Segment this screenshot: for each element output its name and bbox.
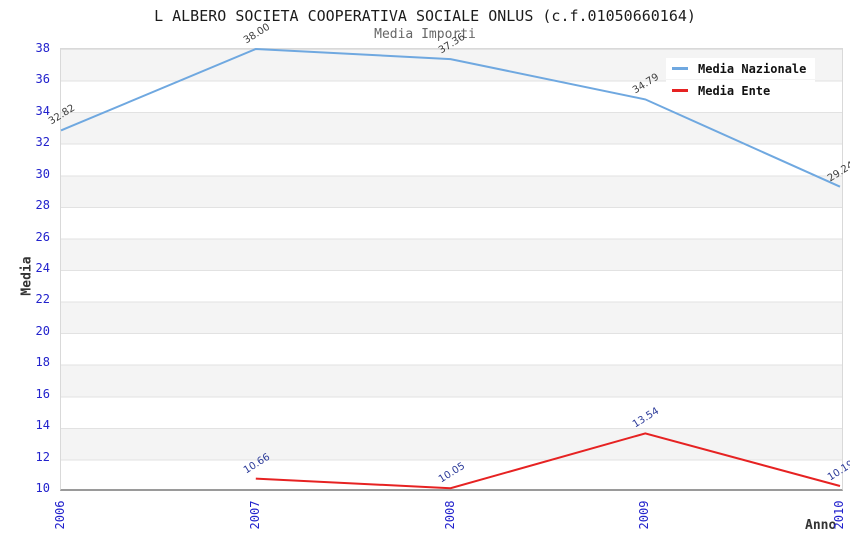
x-tick-label: 2008 xyxy=(442,500,457,530)
y-tick-label: 10 xyxy=(35,481,50,495)
legend-label: Media Nazionale xyxy=(698,61,807,76)
y-tick-label: 22 xyxy=(35,292,50,307)
legend-item-media-ente: Media Ente xyxy=(666,80,816,101)
legend-item-media-nazionale: Media Nazionale xyxy=(666,58,816,79)
legend-label: Media Ente xyxy=(698,83,771,98)
y-tick-label: 24 xyxy=(35,261,50,275)
y-tick-label: 14 xyxy=(35,418,50,433)
y-tick-label: 18 xyxy=(35,355,50,370)
legend: Media Nazionale Media Ente xyxy=(666,58,816,102)
y-tick-label: 38 xyxy=(35,41,50,55)
x-tick-label: 2009 xyxy=(637,500,652,530)
data-point-label: 38.00 xyxy=(241,21,272,47)
series-line-media-nazionale xyxy=(60,47,841,188)
series-line-media-ente xyxy=(255,432,841,490)
y-tick-label: 20 xyxy=(35,323,50,338)
x-tick-label: 2010 xyxy=(832,500,846,530)
legend-line-swatch-red xyxy=(672,89,688,92)
x-tick-label: 2006 xyxy=(53,500,67,530)
plot-area: 32.82 38.00 37.36 34.79 29.24 10.66 10.05 13.54… xyxy=(47,22,850,491)
y-tick-label: 32 xyxy=(35,135,50,150)
chart-title: L ALBERO SOCIETA COOPERATIVA SOCIALE ONL… xyxy=(154,7,696,25)
y-tick-label: 36 xyxy=(35,72,50,87)
legend-line-swatch-blue xyxy=(672,67,688,70)
x-tick-label: 2007 xyxy=(247,500,262,530)
y-tick-label: 28 xyxy=(35,198,50,213)
y-tick-label: 26 xyxy=(35,229,50,244)
chart-subtitle: Media Importi xyxy=(374,27,476,42)
y-tick-label: 12 xyxy=(35,449,50,464)
y-tick-label: 30 xyxy=(35,166,50,181)
x-axis-title: Anno xyxy=(805,518,837,533)
y-tick-label: 34 xyxy=(35,103,50,118)
y-tick-label: 16 xyxy=(35,386,50,401)
